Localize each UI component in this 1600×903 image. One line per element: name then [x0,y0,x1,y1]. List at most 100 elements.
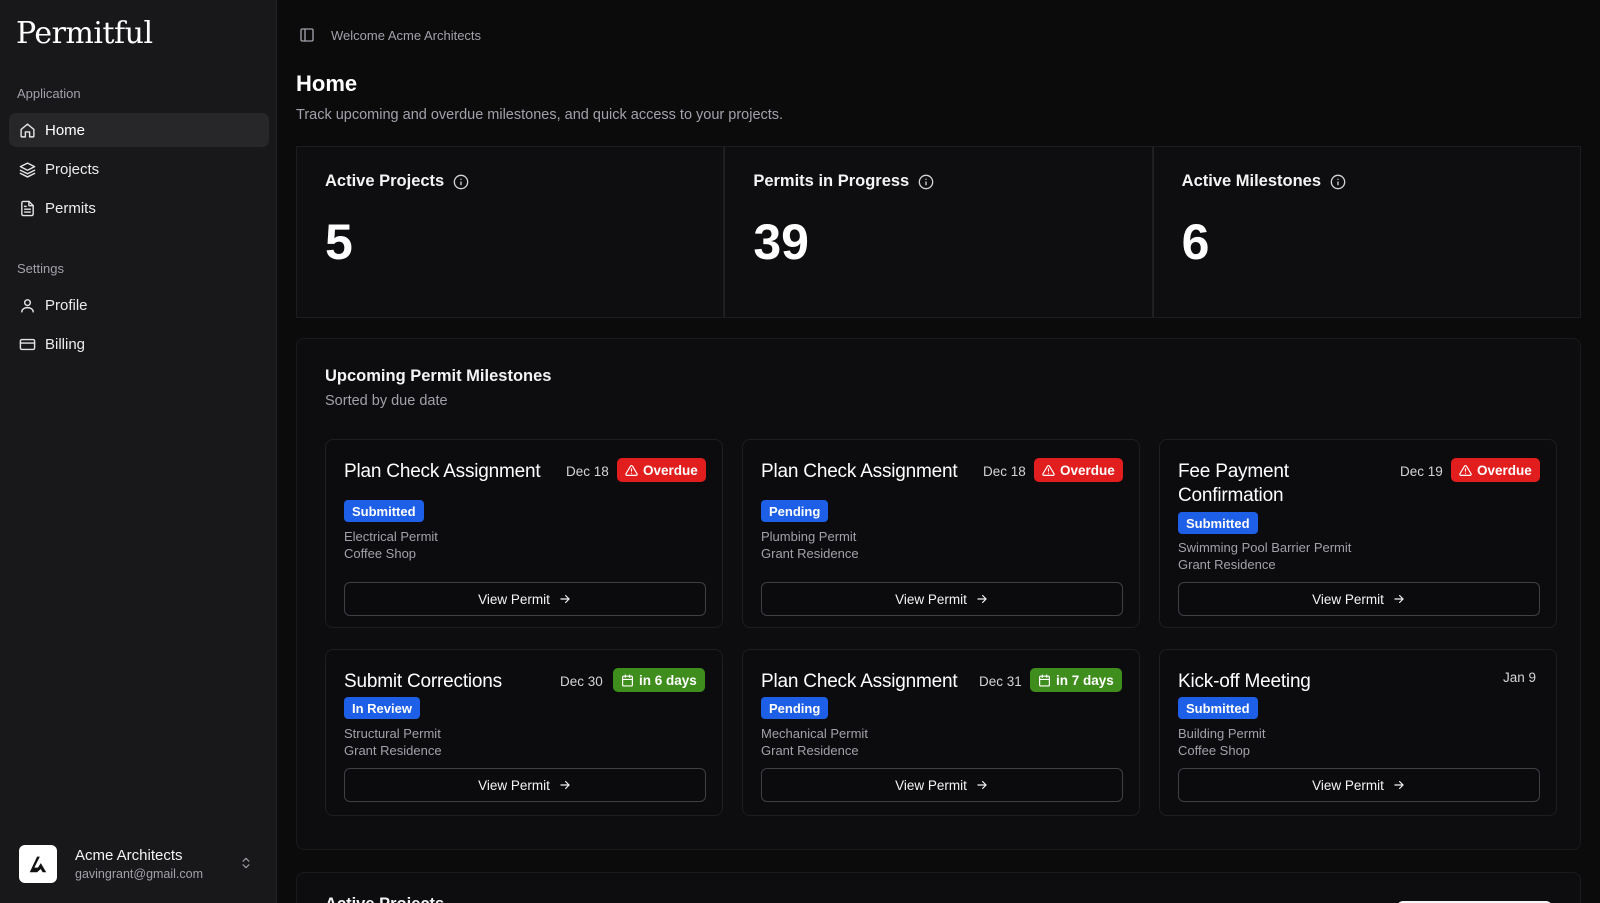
milestone-card: Plan Check Assignment Dec 18 Overdue Pen… [742,439,1140,628]
button-label: View Permit [895,777,967,793]
topbar: Welcome Acme Architects [296,24,481,46]
permit-name: Swimming Pool Barrier Permit [1178,540,1352,555]
sidebar-item-label: Billing [45,335,86,353]
page-title: Home [296,71,358,96]
project-name: Grant Residence [344,743,442,758]
stat-value: 5 [325,214,353,270]
milestone-card: Plan Check Assignment Dec 18 Overdue Sub… [325,439,723,628]
alert-triangle-icon [1459,464,1472,477]
company-logo-icon [29,856,47,873]
user-icon [18,296,36,314]
due-label: in 6 days [639,672,697,688]
status-badge: Submitted [1178,697,1258,719]
account-email: gavingrant@gmail.com [75,867,204,881]
due-label: in 7 days [1056,672,1114,688]
milestone-date: Jan 9 [1503,670,1537,685]
sidebar-item-permits[interactable]: Permits [9,191,269,225]
milestone-title: Fee Payment Confirmation [1178,461,1289,506]
sidebar-item-profile[interactable]: Profile [9,288,269,322]
milestones-subtitle: Sorted by due date [325,393,448,409]
sidebar-item-billing[interactable]: Billing [9,327,269,361]
active-projects-action-button[interactable] [1397,901,1552,903]
overdue-badge: Overdue [1451,458,1540,482]
milestone-date: Dec 30 [560,674,603,689]
info-icon[interactable] [453,174,469,190]
stat-card-active-projects: Active Projects 5 [296,146,725,318]
milestone-date: Dec 18 [566,464,609,479]
view-permit-button[interactable]: View Permit [1178,768,1540,802]
welcome-text: Welcome Acme Architects [331,27,482,43]
stat-card-permits-in-progress: Permits in Progress 39 [724,146,1153,318]
permit-name: Plumbing Permit [761,529,857,544]
stat-value: 39 [753,214,809,270]
button-label: View Permit [478,777,550,793]
milestone-title: Submit Corrections [344,671,502,692]
stat-title: Active Milestones [1181,172,1322,190]
milestone-card: Fee Payment Confirmation Dec 19 Overdue … [1159,439,1557,628]
sidebar-item-home[interactable]: Home [9,113,269,147]
milestone-date: Dec 19 [1400,464,1443,479]
status-badge: Submitted [344,500,424,522]
sidebar-group-settings: Settings [17,261,64,276]
permit-name: Mechanical Permit [761,726,868,741]
milestone-card: Submit Corrections Dec 30 in 6 days In R… [325,649,723,816]
due-soon-badge: in 6 days [613,668,705,692]
avatar [19,845,57,883]
button-label: View Permit [895,591,967,607]
status-badge: Pending [761,500,829,522]
due-label: Overdue [643,462,698,478]
milestone-card: Plan Check Assignment Dec 31 in 7 days P… [742,649,1140,816]
alert-triangle-icon [1042,464,1055,477]
stat-value: 6 [1181,214,1210,270]
milestone-title: Kick-off Meeting [1178,671,1311,692]
sidebar-item-projects[interactable]: Projects [9,152,269,186]
file-text-icon [18,199,36,217]
arrow-right-icon [975,778,989,792]
milestone-date: Dec 18 [983,464,1026,479]
status-badge: In Review [344,697,420,719]
calendar-icon [621,673,634,687]
project-name: Coffee Shop [344,546,417,561]
info-icon[interactable] [918,174,934,190]
sidebar-item-label: Permits [45,199,96,217]
arrow-right-icon [1392,592,1406,606]
sidebar-group-application: Application [17,86,81,101]
sidebar-toggle-button[interactable] [296,24,318,46]
stat-title: Permits in Progress [753,172,910,190]
active-projects-panel: Active Projects [296,872,1581,903]
permit-name: Electrical Permit [344,529,438,544]
milestones-title: Upcoming Permit Milestones [325,367,552,385]
account-switcher[interactable]: Acme Architects gavingrant@gmail.com [9,836,269,892]
arrow-right-icon [558,592,572,606]
upcoming-milestones-panel: Upcoming Permit Milestones Sorted by due… [296,338,1581,850]
chevrons-up-down-icon [239,856,253,870]
page-subtitle: Track upcoming and overdue milestones, a… [296,107,784,123]
sidebar-item-label: Home [45,121,86,139]
info-icon[interactable] [1330,174,1346,190]
stats-row: Active Projects 5 Permits in Progress 39… [296,146,1581,318]
sidebar: Permitful Application Home Projects Perm… [0,0,277,903]
milestone-title: Plan Check Assignment [761,461,958,482]
due-soon-badge: in 7 days [1030,668,1122,692]
active-projects-title: Active Projects [325,895,444,903]
view-permit-button[interactable]: View Permit [761,768,1123,802]
due-label: Overdue [1477,462,1532,478]
project-name: Grant Residence [761,546,859,561]
view-permit-button[interactable]: View Permit [761,582,1123,616]
arrow-right-icon [1392,778,1406,792]
arrow-right-icon [975,592,989,606]
project-name: Coffee Shop [1178,743,1251,758]
milestone-date: Dec 31 [979,674,1022,689]
project-name: Grant Residence [1178,557,1276,572]
button-label: View Permit [1312,777,1384,793]
status-badge: Submitted [1178,512,1258,534]
view-permit-button[interactable]: View Permit [344,768,706,802]
view-permit-button[interactable]: View Permit [344,582,706,616]
due-label: Overdue [1060,462,1115,478]
home-icon [18,121,36,139]
alert-triangle-icon [625,464,638,477]
view-permit-button[interactable]: View Permit [1178,582,1540,616]
app-logo[interactable]: Permitful [16,16,153,51]
overdue-badge: Overdue [1034,458,1123,482]
button-label: View Permit [1312,591,1384,607]
